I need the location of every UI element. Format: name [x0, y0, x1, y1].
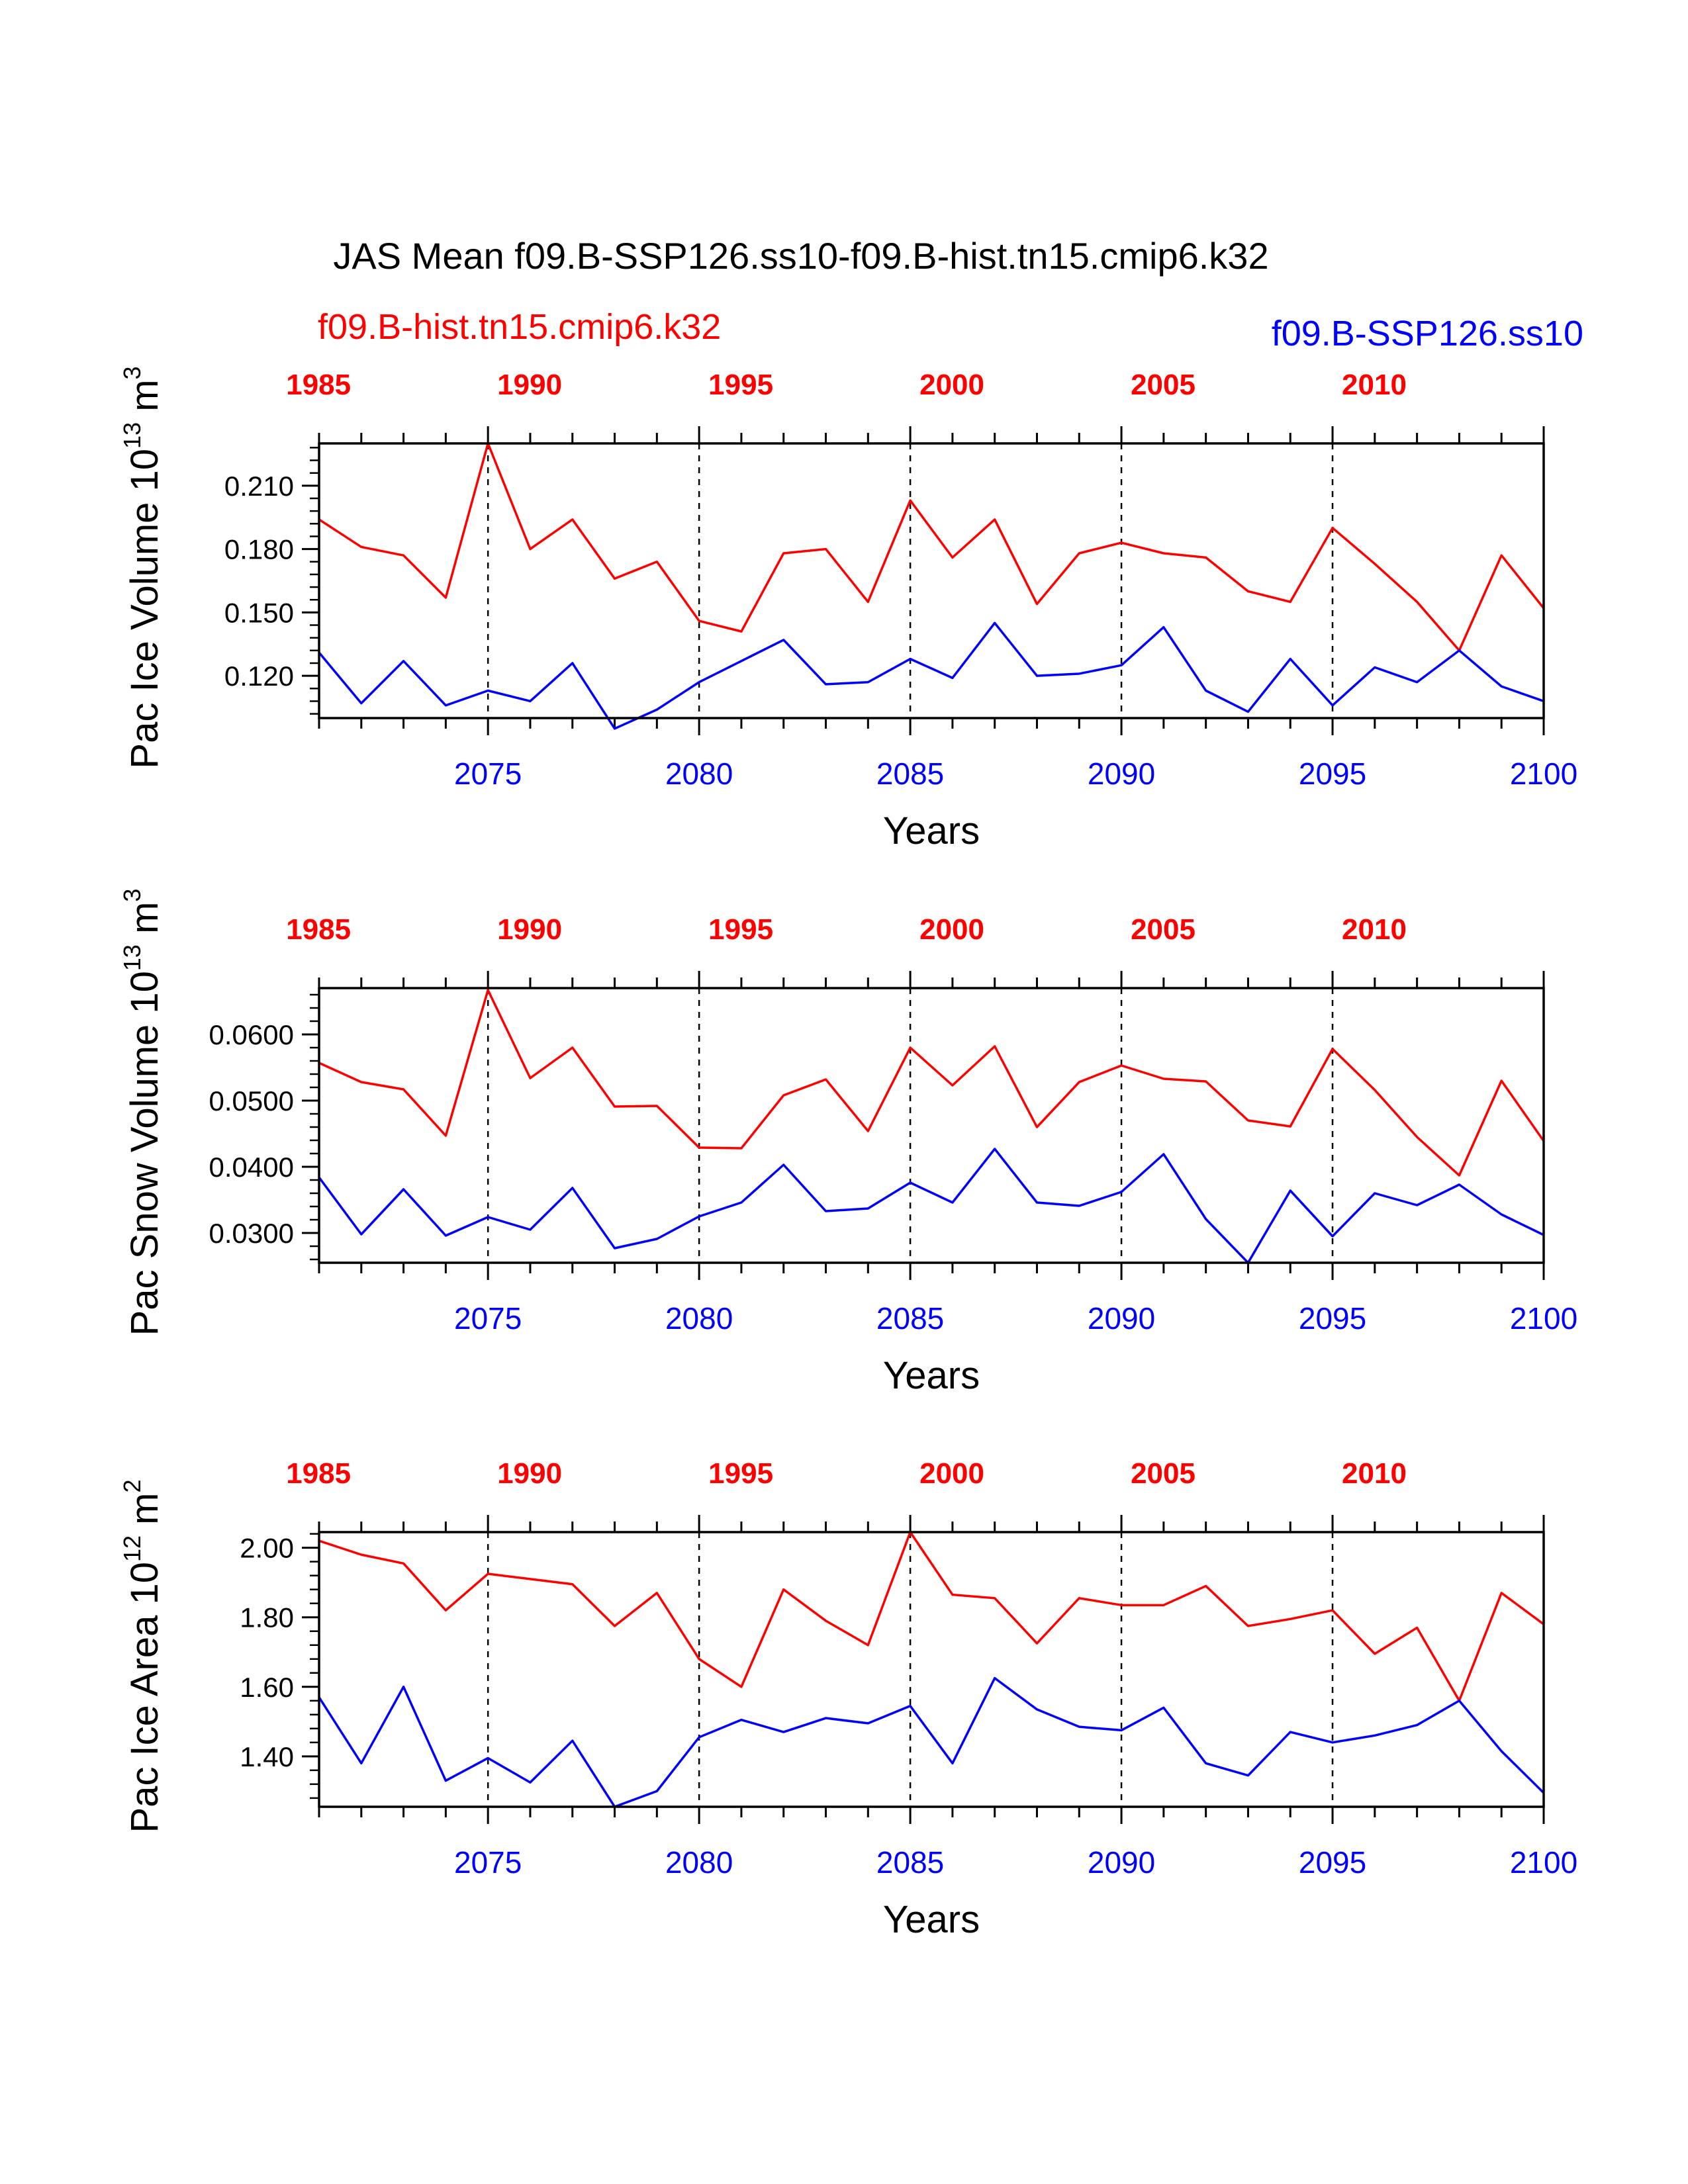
x-tick-label-top: 2000 [919, 369, 984, 401]
x-tick-label-top: 1995 [708, 369, 773, 401]
x-tick-label-top: 2010 [1342, 1457, 1407, 1490]
x-tick-label-bottom: 2095 [1299, 756, 1366, 791]
x-tick-label-bottom: 2085 [876, 1301, 944, 1336]
x-tick-label-bottom: 2095 [1299, 1301, 1366, 1336]
y-tick-label: 1.40 [240, 1741, 294, 1772]
x-axis-label: Years [883, 1354, 980, 1397]
y-axis-label-base: Pac Ice Area 10 [123, 1562, 166, 1833]
y-axis-label-base: Pac Ice Volume 10 [123, 449, 166, 769]
y-axis-label-unit-exponent: 2 [118, 1480, 146, 1493]
y-tick-label: 1.80 [240, 1602, 294, 1633]
plot-frame [318, 1531, 1545, 1808]
x-tick-label-top: 2000 [919, 1457, 984, 1490]
y-tick-label: 0.0600 [209, 1019, 294, 1050]
x-tick-label-bottom: 2085 [876, 756, 944, 791]
x-tick-label-top: 2005 [1131, 369, 1196, 401]
x-tick-label-top: 1985 [286, 369, 351, 401]
series-line-ssp [318, 621, 1544, 730]
y-tick-label: 0.120 [224, 660, 294, 692]
y-axis-label-unit: m [123, 902, 166, 944]
panel-2: 0.0300 0.0400 0.0500 0.0600 2075 1985 2080 1990… [118, 889, 1577, 1397]
y-tick-label: 1.60 [240, 1672, 294, 1703]
x-tick-label-bottom: 2100 [1510, 1301, 1577, 1336]
y-axis-label: Pac Ice Area 1012 m2 [118, 1480, 166, 1833]
y-axis-label-unit-exponent: 3 [118, 366, 146, 379]
panels: 0.120 0.150 0.180 0.210 2075 1985 2080 1990 2085… [118, 366, 1577, 1941]
y-axis-label: Pac Ice Volume 1013 m3 [118, 366, 166, 768]
x-axis-label: Years [883, 1898, 980, 1941]
y-axis-label-base: Pac Snow Volume 10 [123, 971, 166, 1336]
panel-3: 1.40 1.60 1.80 2.00 2075 1985 2080 1990 2085 1995… [118, 1457, 1577, 1941]
x-tick-label-bottom: 2085 [876, 1845, 944, 1880]
y-axis-label-unit-exponent: 3 [118, 889, 146, 902]
y-axis-label: Pac Snow Volume 1013 m3 [118, 889, 166, 1336]
y-axis-label-unit: m [123, 379, 166, 422]
y-tick-label: 0.0400 [209, 1152, 294, 1183]
y-tick-label: 0.0500 [209, 1085, 294, 1116]
plot-frame [318, 442, 1545, 719]
y-tick-label: 0.180 [224, 534, 294, 565]
series-line-hist [318, 989, 1545, 1177]
x-tick-label-top: 1990 [497, 369, 562, 401]
ssp-series-label: f09.B-SSP126.ss10 [1272, 314, 1583, 353]
x-axis-label: Years [883, 809, 980, 852]
x-tick-label-bottom: 2080 [665, 1301, 733, 1336]
y-axis-label-exponent: 13 [118, 944, 146, 971]
x-tick-label-bottom: 2090 [1088, 1845, 1155, 1880]
chart-title: JAS Mean f09.B-SSP126.ss10-f09.B-hist.tn… [333, 235, 1268, 277]
x-tick-label-bottom: 2075 [454, 1845, 522, 1880]
x-tick-label-top: 2005 [1131, 1457, 1196, 1490]
y-tick-label: 0.150 [224, 597, 294, 628]
x-tick-label-bottom: 2100 [1510, 1845, 1577, 1880]
x-tick-label-bottom: 2080 [665, 756, 733, 791]
y-axis-label-exponent: 13 [118, 422, 146, 449]
y-axis-label-unit: m [123, 1493, 166, 1535]
x-tick-label-bottom: 2080 [665, 1845, 733, 1880]
x-tick-label-bottom: 2100 [1510, 756, 1577, 791]
x-tick-label-top: 1990 [497, 913, 562, 946]
x-tick-label-top: 1985 [286, 1457, 351, 1490]
x-tick-label-bottom: 2090 [1088, 756, 1155, 791]
x-tick-label-bottom: 2075 [454, 756, 522, 791]
x-tick-label-top: 2005 [1131, 913, 1196, 946]
x-tick-label-top: 1995 [708, 1457, 773, 1490]
y-axis-label-exponent: 12 [118, 1535, 146, 1562]
panel-1: 0.120 0.150 0.180 0.210 2075 1985 2080 1990 2085… [118, 366, 1577, 852]
x-tick-label-top: 2010 [1342, 369, 1407, 401]
x-tick-label-top: 2010 [1342, 913, 1407, 946]
series-line-hist [318, 1531, 1545, 1702]
y-tick-label: 0.0300 [209, 1218, 294, 1249]
x-tick-label-top: 1990 [497, 1457, 562, 1490]
x-tick-label-bottom: 2090 [1088, 1301, 1155, 1336]
x-tick-label-bottom: 2075 [454, 1301, 522, 1336]
series-line-ssp [318, 1148, 1544, 1264]
x-tick-label-top: 1995 [708, 913, 773, 946]
y-tick-label: 0.210 [224, 471, 294, 502]
y-tick-label: 2.00 [240, 1533, 294, 1564]
series-line-ssp [318, 1676, 1545, 1808]
series-line-hist [318, 442, 1545, 652]
x-tick-label-bottom: 2095 [1299, 1845, 1366, 1880]
hist-series-label: f09.B-hist.tn15.cmip6.k32 [318, 307, 721, 347]
plot-frame [318, 987, 1545, 1264]
x-tick-label-top: 1985 [286, 913, 351, 946]
x-tick-label-top: 2000 [919, 913, 984, 946]
